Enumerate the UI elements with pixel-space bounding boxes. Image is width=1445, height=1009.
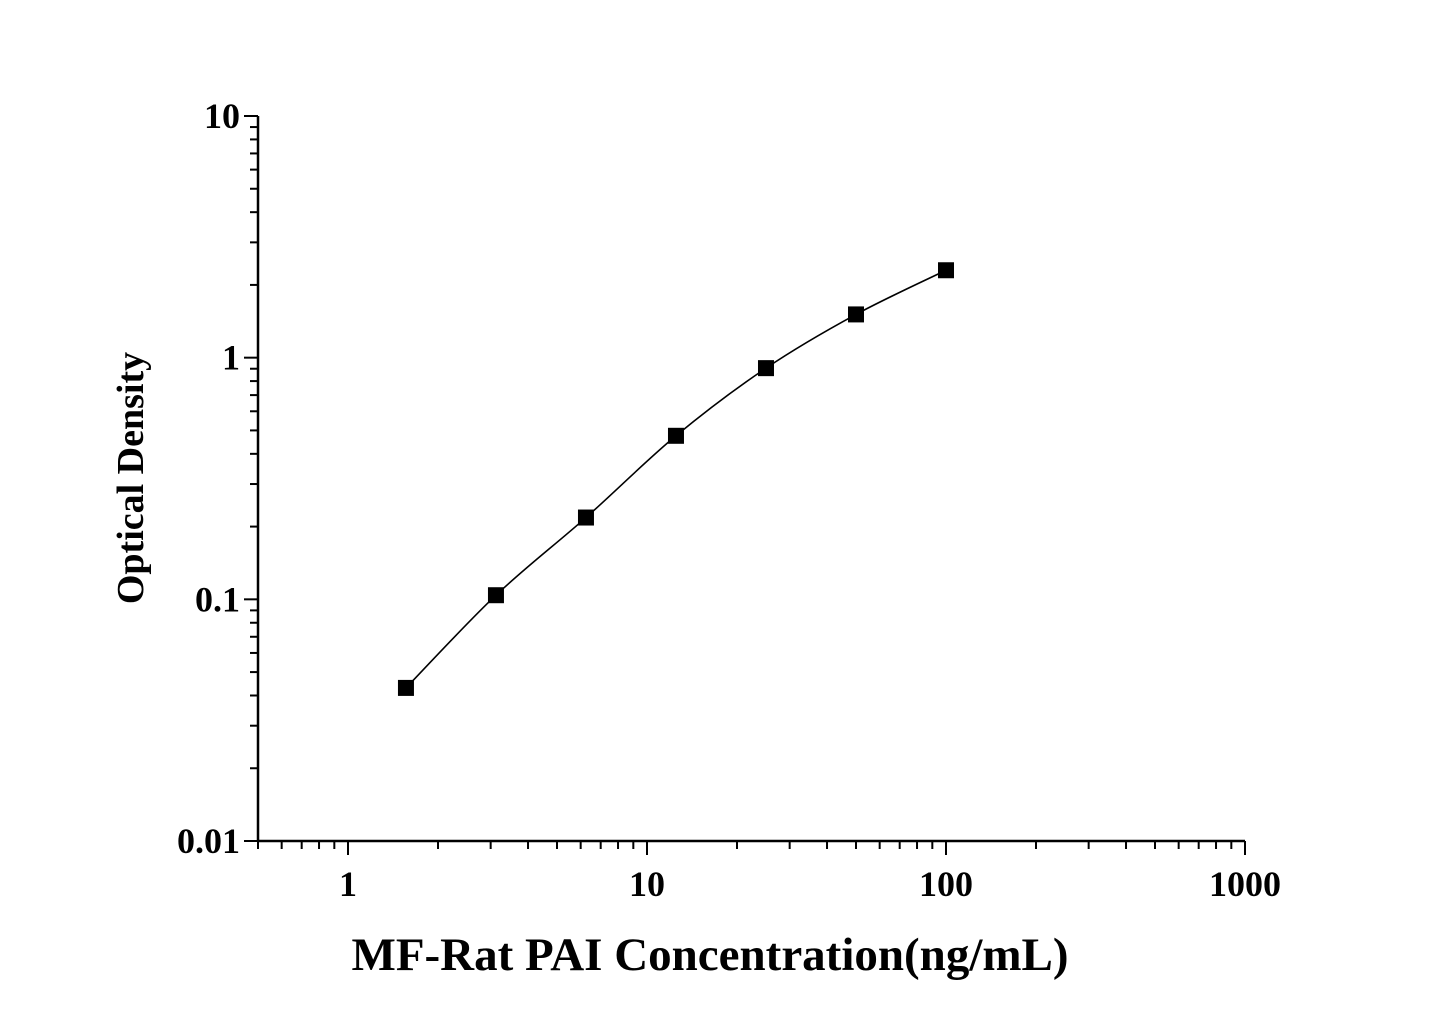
axes <box>244 115 1246 855</box>
y-tick-label: 1 <box>222 338 240 378</box>
y-tick-label: 0.01 <box>177 821 240 861</box>
fit-curve-layer <box>405 269 947 689</box>
data-point <box>757 360 774 377</box>
x-tick-label: 10 <box>629 864 665 904</box>
y-tick-label: 10 <box>204 96 240 136</box>
data-point <box>487 587 504 604</box>
tick-labels: 0.01 0.1 1 10 1 10 100 1000 <box>177 96 1281 904</box>
data-point <box>577 509 594 526</box>
data-point <box>938 262 955 279</box>
data-point <box>667 427 684 444</box>
data-markers <box>397 262 955 696</box>
x-axis-title: MF-Rat PAI Concentration(ng/mL) <box>351 929 1068 981</box>
y-tick-label: 0.1 <box>195 579 240 619</box>
x-tick-label: 1 <box>339 864 357 904</box>
y-axis-title: Optical Density <box>110 352 152 604</box>
data-point <box>397 679 414 696</box>
x-tick-label: 100 <box>919 864 973 904</box>
x-tick-label: 1000 <box>1209 864 1281 904</box>
fit-curve <box>405 269 947 689</box>
data-point <box>847 306 864 323</box>
